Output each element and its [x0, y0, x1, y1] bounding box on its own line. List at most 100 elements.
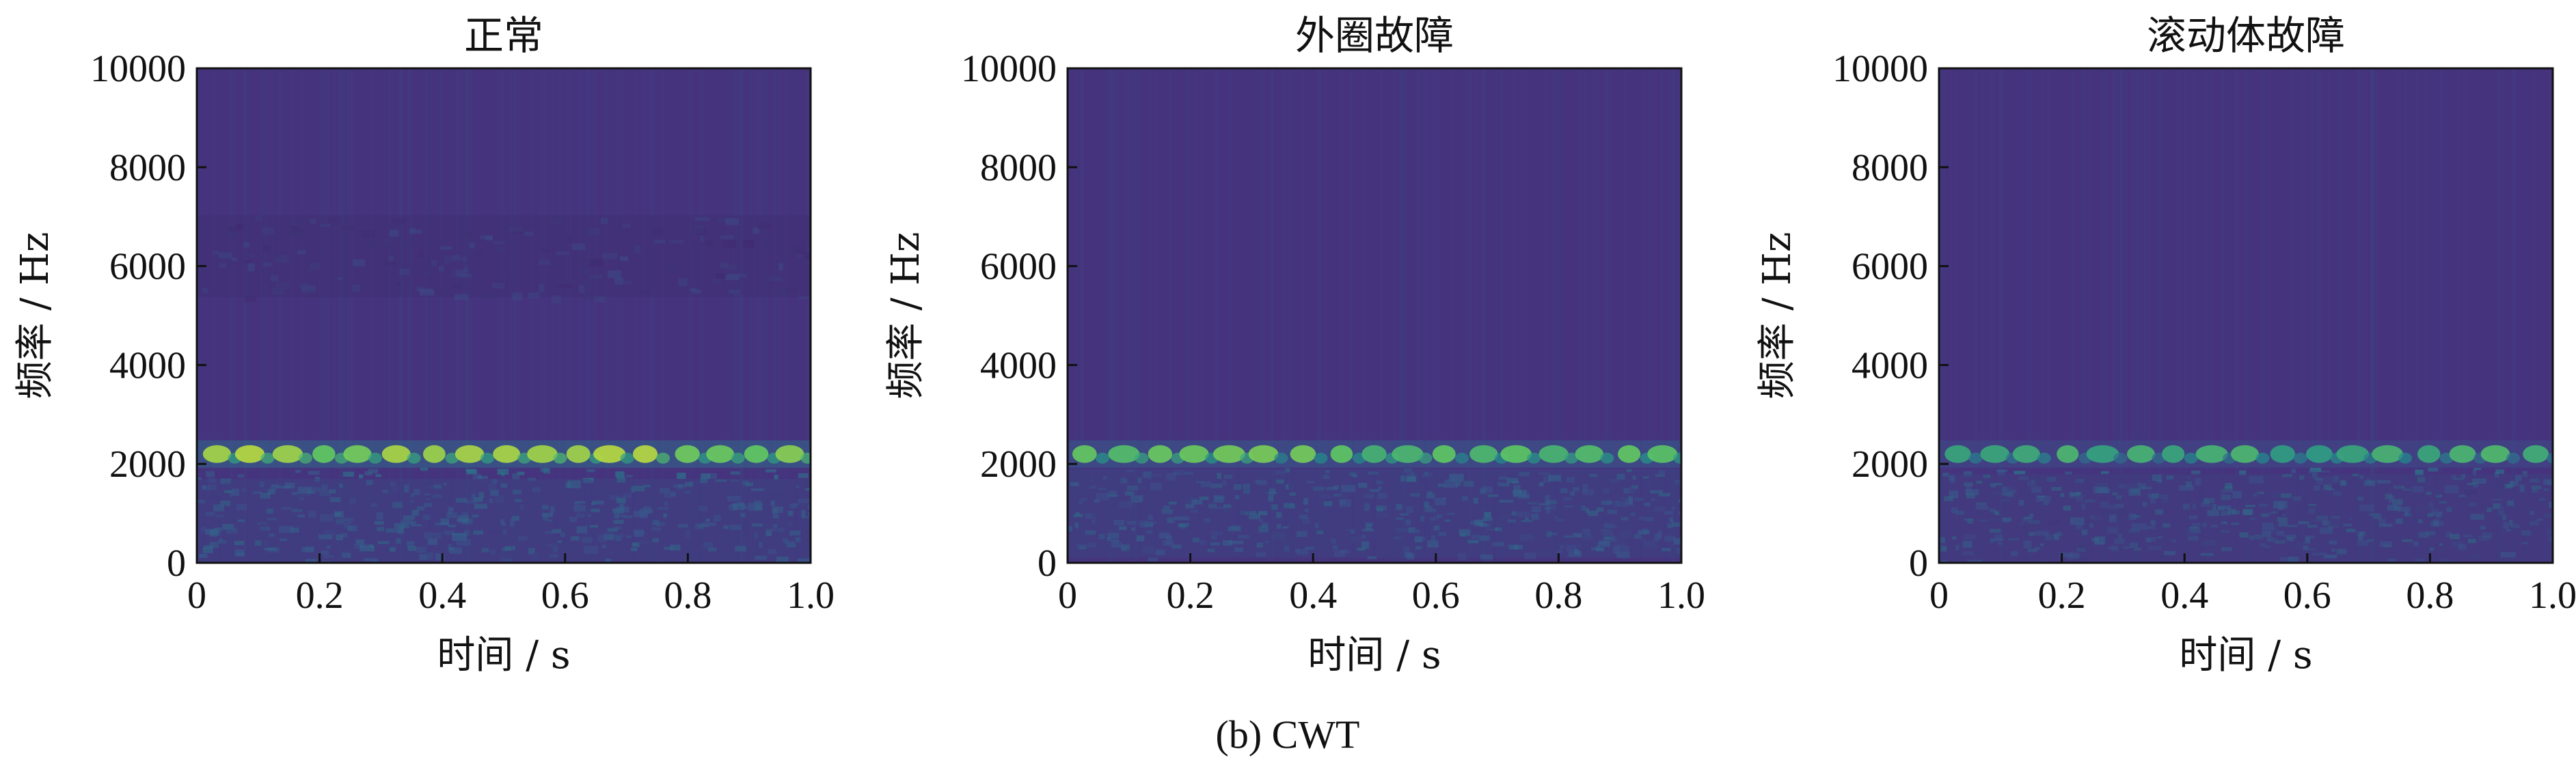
band-texture	[1427, 493, 1436, 499]
speckle	[1581, 528, 1591, 533]
band-texture	[2150, 496, 2156, 504]
band-texture	[1367, 556, 1377, 559]
heatmap-streak	[749, 68, 751, 563]
band-texture	[651, 527, 662, 531]
speckle	[805, 488, 811, 491]
band-texture	[758, 223, 771, 230]
band-texture	[1941, 560, 1949, 563]
heatmap-streak	[2119, 68, 2123, 563]
band-texture	[482, 293, 497, 299]
band-texture	[718, 217, 729, 223]
band-texture	[1303, 498, 1309, 505]
peak-0	[202, 445, 232, 463]
band-texture	[255, 215, 262, 221]
band-texture	[2053, 534, 2059, 540]
speckle	[1122, 544, 1130, 549]
band-texture	[552, 295, 562, 303]
band-texture	[1444, 479, 1459, 488]
band-texture	[1573, 533, 1582, 538]
speckle	[254, 540, 262, 546]
speckle	[359, 474, 364, 479]
heatmap-streak	[1186, 68, 1190, 563]
band-texture	[2128, 488, 2141, 496]
speckle	[1458, 480, 1462, 484]
peak-tail	[1527, 452, 1541, 464]
band-texture	[2404, 511, 2409, 516]
band-texture	[788, 247, 800, 253]
band-texture	[404, 484, 409, 492]
speckle	[2019, 476, 2029, 480]
speckle	[2429, 502, 2434, 509]
speckle	[2507, 500, 2514, 506]
band-texture	[1138, 520, 1150, 527]
heatmap-streak	[2512, 68, 2517, 563]
speckle	[292, 508, 297, 513]
speckle	[2460, 474, 2465, 479]
band-texture	[2188, 515, 2198, 519]
band-texture	[1276, 524, 1282, 529]
speckle	[2264, 545, 2271, 548]
speckle	[1306, 481, 1315, 484]
band-texture	[237, 552, 245, 557]
heatmap-streak	[388, 68, 392, 563]
band-texture	[1480, 554, 1493, 560]
band-texture	[589, 275, 603, 279]
band-texture	[1965, 489, 1979, 496]
heatmap-streak	[759, 68, 763, 563]
heatmap-streak	[1606, 68, 1611, 563]
speckle	[1304, 546, 1315, 550]
speckle	[2402, 539, 2413, 542]
speckle	[613, 520, 624, 524]
speckle	[1284, 546, 1290, 552]
band-texture	[728, 290, 740, 294]
speckle	[1378, 486, 1382, 490]
band-texture	[487, 484, 496, 490]
band-texture	[1670, 549, 1681, 557]
speckle	[1942, 473, 1949, 477]
band-texture	[1089, 475, 1095, 482]
speckle	[631, 486, 635, 492]
band-texture	[1490, 471, 1497, 476]
band-texture	[404, 239, 412, 247]
peak-tail	[2547, 452, 2553, 464]
speckle	[1304, 508, 1310, 513]
speckle	[1420, 516, 1425, 522]
heatmap-streak	[593, 68, 597, 563]
speckle	[2108, 546, 2117, 549]
heatmap-streak	[1500, 68, 1503, 563]
peak-1	[234, 445, 265, 463]
band-texture	[1174, 516, 1189, 520]
band-texture	[1614, 543, 1625, 548]
speckle	[1377, 507, 1383, 512]
peak-16	[775, 445, 804, 463]
speckle	[2495, 469, 2504, 474]
band-texture	[2160, 555, 2169, 560]
band-texture	[1228, 527, 1241, 532]
heatmap-streak	[290, 68, 295, 563]
speckle	[1299, 514, 1308, 520]
heatmap-streak	[1403, 68, 1407, 563]
heatmap-streak	[2100, 68, 2105, 563]
heatmap-streak	[2290, 68, 2293, 563]
heatmap-streak	[2511, 68, 2515, 563]
band-texture	[2307, 518, 2323, 523]
speckle	[527, 477, 536, 482]
band-texture	[1109, 490, 1117, 495]
band-texture	[797, 558, 811, 563]
speckle	[2238, 470, 2247, 475]
speckle	[1079, 501, 1083, 504]
speckle	[226, 527, 238, 534]
heatmap-streak	[1115, 68, 1118, 563]
heatmap-streak	[2370, 68, 2374, 563]
heatmap-streak	[268, 68, 272, 563]
heatmap-streak	[543, 68, 547, 563]
speckle	[1410, 493, 1420, 497]
band-texture	[1395, 527, 1409, 532]
band-texture	[2546, 529, 2553, 536]
band-texture	[673, 484, 688, 488]
band-texture	[1989, 517, 2001, 521]
speckle	[2352, 473, 2359, 477]
speckle	[2156, 536, 2163, 539]
speckle	[368, 469, 379, 474]
speckle	[1998, 542, 2003, 546]
